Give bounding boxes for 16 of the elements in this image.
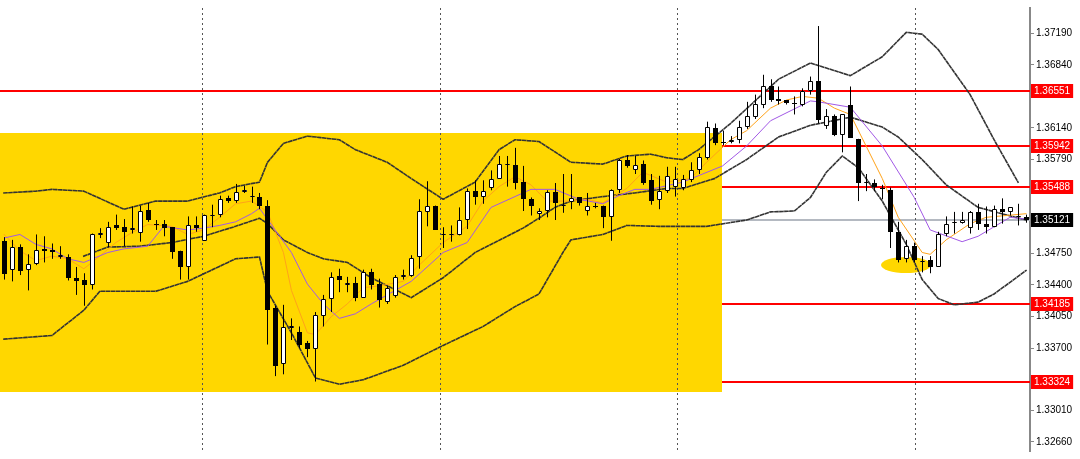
y-tick-label: 1.34400: [1036, 278, 1073, 290]
y-tick-label: 1.32660: [1036, 435, 1073, 447]
ref-line-label: 1.35121: [1034, 213, 1071, 225]
ref-line-label: 1.33324: [1034, 375, 1071, 387]
ref-line-label: 1.35942: [1034, 139, 1071, 151]
y-tick-label: 1.34050: [1036, 310, 1073, 322]
y-tick-label: 1.37190: [1036, 27, 1073, 39]
ref-line-label: 1.34185: [1034, 297, 1071, 309]
y-tick-label: 1.33700: [1036, 341, 1073, 353]
y-tick-label: 1.36140: [1036, 121, 1073, 133]
y-tick-label: 1.36840: [1036, 58, 1073, 70]
y-tick-label: 1.33010: [1036, 404, 1073, 416]
y-tick-label: 1.34750: [1036, 247, 1073, 259]
y-tick-label: 1.35790: [1036, 153, 1073, 165]
ref-line-label: 1.35488: [1034, 180, 1071, 192]
ref-line-label: 1.36551: [1034, 84, 1071, 96]
